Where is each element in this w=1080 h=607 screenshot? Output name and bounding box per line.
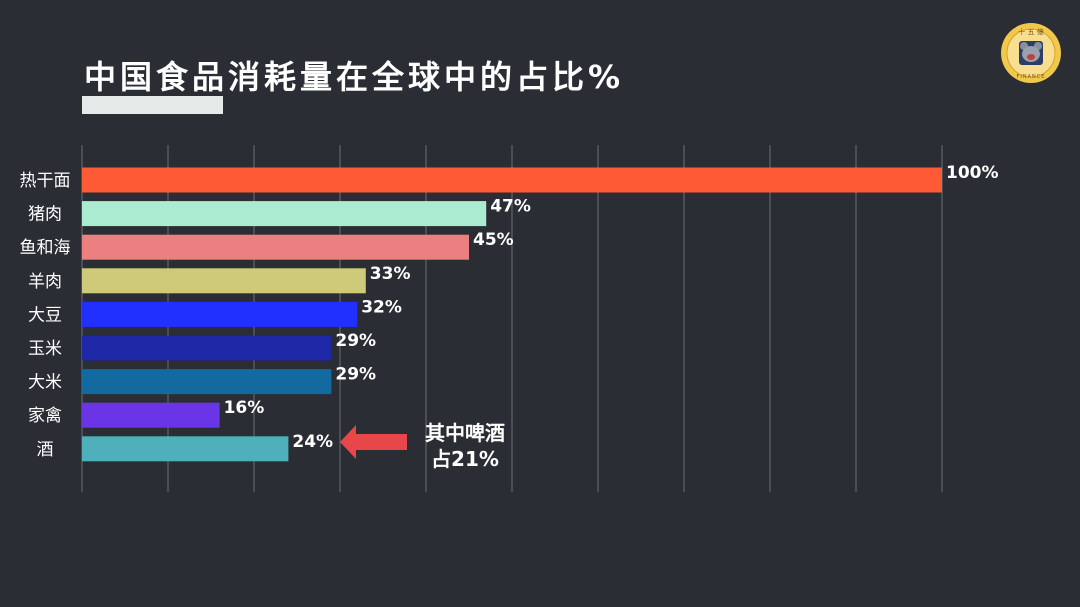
bar [82,234,469,260]
annotation-line-1: 其中啤酒 [425,421,505,445]
category-label: 猪肉 [28,205,62,225]
category-label: 玉米 [28,339,62,359]
chart-title: 中国食品消耗量在全球中的占比% [84,58,625,96]
labels: 热干面 100% 猪肉 47% 鱼和海 45% 羊肉 33% 大豆 32% 玉米 29% 大米 29% 家禽… [20,163,999,460]
bar [82,268,366,294]
category-label: 酒 [37,440,54,460]
beer-annotation: 其中啤酒 占21% [340,421,505,471]
left-arrow-icon [340,425,407,459]
logo-top-text: 十 五 億 [1018,27,1043,36]
value-label: 29% [335,331,376,351]
bar [82,167,942,193]
category-label: 热干面 [20,171,71,191]
bar [82,201,487,227]
value-label: 100% [946,163,999,183]
bar [82,335,332,361]
category-label: 大豆 [28,305,62,325]
value-label: 45% [473,230,514,250]
bear-logo-icon: 十 五 億 FINANCE [1001,23,1061,83]
value-label: 33% [370,264,411,284]
value-label: 16% [224,398,265,418]
title-underline-bar [82,96,223,114]
value-label: 24% [292,432,333,452]
category-label: 鱼和海 [20,238,71,258]
bar [82,369,332,395]
logo-ring-text: FINANCE [1017,74,1046,80]
bar [82,301,358,327]
value-label: 32% [361,297,402,317]
category-label: 羊肉 [28,272,62,292]
bar [82,402,220,428]
annotation-line-2: 占21% [431,447,499,471]
bar [82,436,289,462]
category-label: 家禽 [28,406,62,426]
value-label: 29% [335,365,376,385]
category-label: 大米 [28,373,62,393]
value-label: 47% [490,197,531,217]
bars [82,167,942,462]
